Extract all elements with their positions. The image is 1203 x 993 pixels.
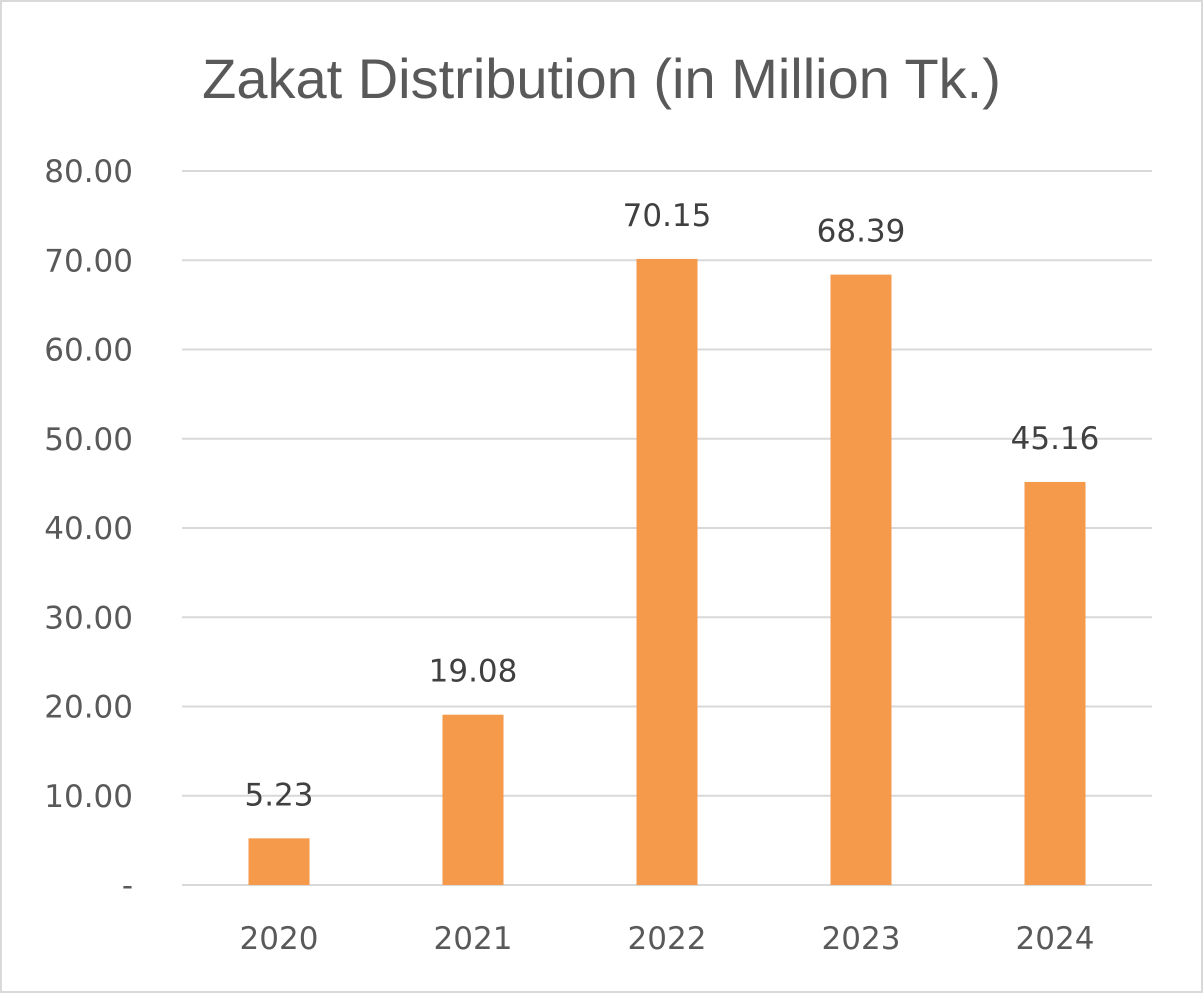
data-label: 19.08: [429, 654, 518, 690]
x-tick-label: 2022: [628, 921, 707, 957]
bar-2023: [830, 274, 892, 885]
y-tick-label: 40.00: [44, 511, 133, 547]
bars: [248, 258, 1086, 885]
x-tick-label: 2021: [434, 921, 513, 957]
chart-title: Zakat Distribution (in Million Tk.): [202, 47, 1001, 110]
bar-2024: [1024, 481, 1086, 885]
y-axis-ticks: - 10.00 20.00 30.00 40.00 50.00 60.00 70.00 80.0…: [44, 154, 133, 904]
bar-2020: [248, 838, 310, 885]
data-label: 45.16: [1011, 421, 1100, 457]
x-tick-label: 2024: [1016, 921, 1095, 957]
x-tick-label: 2020: [240, 921, 319, 957]
y-tick-label: 20.00: [44, 690, 133, 726]
y-tick-label: 10.00: [44, 779, 133, 815]
x-axis-ticks: 2020 2021 2022 2023 2024: [240, 921, 1095, 957]
y-tick-label: 70.00: [44, 243, 133, 279]
y-tick-label: 50.00: [44, 422, 133, 458]
data-label: 5.23: [244, 777, 313, 813]
y-tick-label: -: [122, 868, 133, 904]
data-label: 70.15: [623, 198, 712, 234]
y-tick-label: 60.00: [44, 333, 133, 369]
bar-2022: [636, 258, 698, 885]
x-tick-label: 2023: [822, 921, 901, 957]
bar-2021: [442, 714, 504, 885]
data-label: 68.39: [817, 214, 906, 250]
y-tick-label: 80.00: [44, 154, 133, 190]
y-tick-label: 30.00: [44, 600, 133, 636]
data-labels: 5.23 19.08 70.15 68.39 45.16: [244, 198, 1099, 813]
